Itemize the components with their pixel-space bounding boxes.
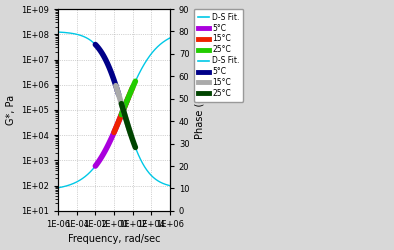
Y-axis label: G*, Pa: G*, Pa — [6, 95, 15, 125]
Y-axis label: Phase (deg): Phase (deg) — [195, 81, 205, 139]
Legend: D-S Fit., 5°C, 15°C, 25°C, D-S Fit., 5°C, 15°C, 25°C: D-S Fit., 5°C, 15°C, 25°C, D-S Fit., 5°C… — [194, 9, 243, 102]
X-axis label: Frequency, rad/sec: Frequency, rad/sec — [68, 234, 160, 244]
